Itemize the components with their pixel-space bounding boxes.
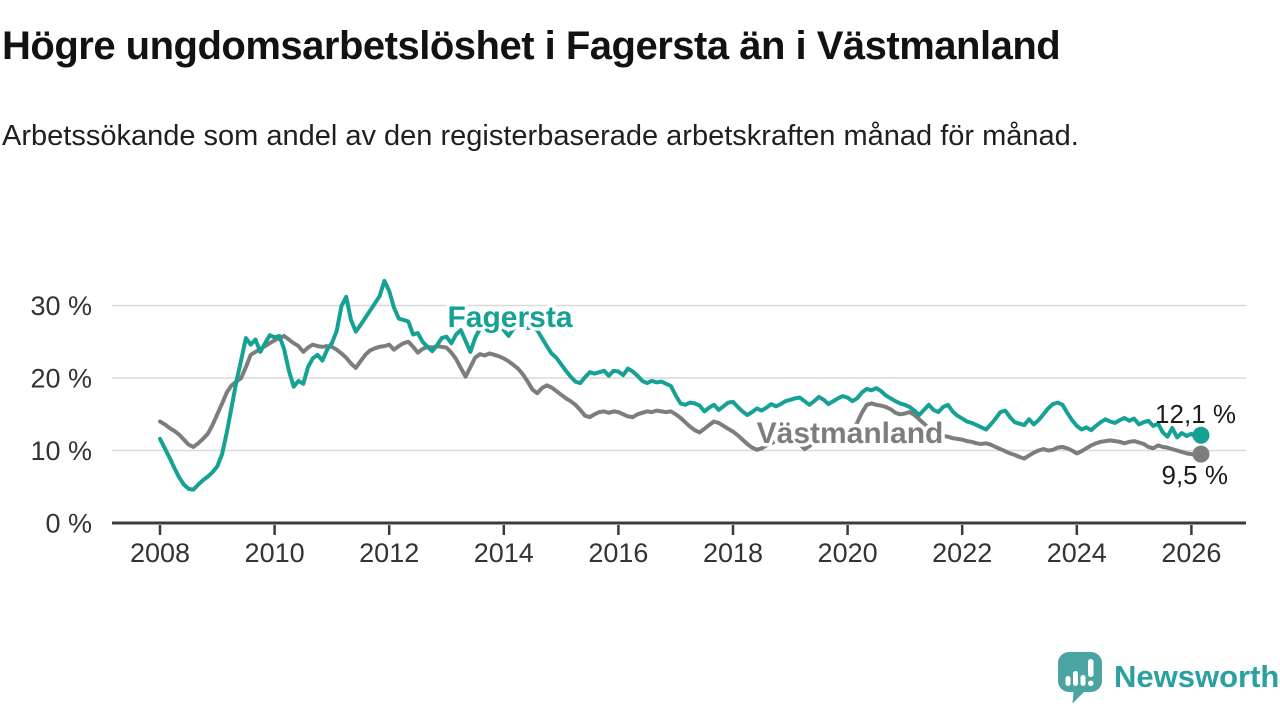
x-tick-label-2018: 2018 xyxy=(703,538,763,568)
y-tick-label-0pct: 0 % xyxy=(45,509,92,539)
series-end-value-vastmanland: 9,5 % xyxy=(1162,460,1229,490)
series-end-dot-fagersta xyxy=(1192,426,1210,444)
series-end-dot-vastmanland xyxy=(1192,445,1210,463)
newsworthy-logo-icon xyxy=(1058,652,1102,704)
logo-exclamation-dot xyxy=(1088,680,1094,686)
series-line-fagersta xyxy=(158,278,1203,492)
series-label-fagersta: Fagersta xyxy=(447,301,572,334)
x-tick-label-2010: 2010 xyxy=(245,538,305,568)
speech-bubble-shape xyxy=(1058,652,1102,704)
series-end-value-fagersta: 12,1 % xyxy=(1155,399,1236,429)
logo-bar-3 xyxy=(1080,675,1086,686)
x-tick-label-2026: 2026 xyxy=(1161,538,1221,568)
page-title: Högre ungdomsarbetslöshet i Fagersta än … xyxy=(2,24,1061,68)
logo-bar-1 xyxy=(1065,676,1071,686)
x-tick-label-2016: 2016 xyxy=(588,538,648,568)
y-tick-label-30pct: 30 % xyxy=(30,291,92,321)
series-label-vastmanland: Västmanland xyxy=(757,417,944,450)
x-tick-label-2020: 2020 xyxy=(818,538,878,568)
x-tick-label-2022: 2022 xyxy=(932,538,992,568)
x-tick-label-2012: 2012 xyxy=(359,538,419,568)
y-tick-label-10pct: 10 % xyxy=(30,436,92,466)
brand-name: Newsworthy xyxy=(1114,659,1280,694)
page-subtitle: Arbetssökande som andel av den registerb… xyxy=(2,120,1079,152)
x-tick-label-2024: 2024 xyxy=(1047,538,1107,568)
logo-exclamation-bar xyxy=(1088,659,1094,677)
y-tick-label-20pct: 20 % xyxy=(30,364,92,394)
brand-footer: Newsworthy xyxy=(1056,650,1280,704)
series-line-vastmanland xyxy=(158,333,1203,461)
x-tick-label-2014: 2014 xyxy=(474,538,534,568)
x-tick-label-2008: 2008 xyxy=(130,538,190,568)
logo-bar-2 xyxy=(1073,671,1078,686)
